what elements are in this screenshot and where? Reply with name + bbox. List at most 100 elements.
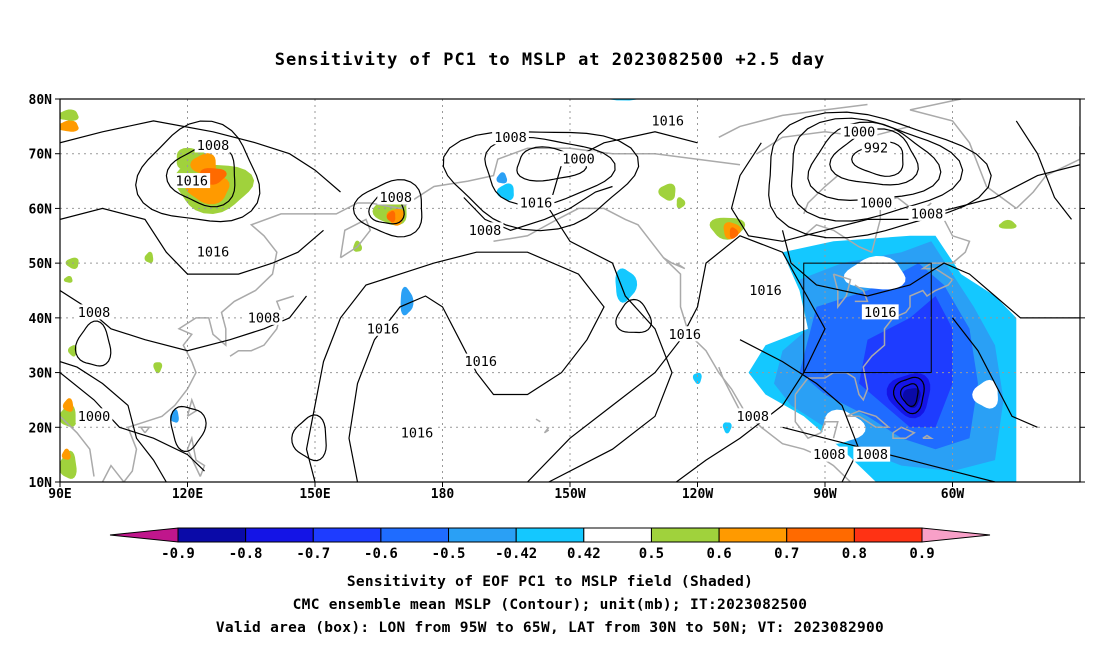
mslp-contour-closed	[790, 117, 964, 222]
mslp-contour-closed	[291, 414, 327, 462]
lon-label: 90W	[813, 487, 837, 502]
contour-label-bg	[75, 304, 113, 320]
contour-label: 1016	[367, 321, 400, 337]
sensitivity-shading	[60, 99, 1017, 482]
caption-line-2: CMC ensemble mean MSLP (Contour); unit(m…	[292, 597, 808, 613]
mslp-contour-closed	[851, 141, 904, 177]
shade-gap	[843, 256, 906, 290]
mslp-contour-closed	[170, 405, 207, 453]
lat-label: 70N	[29, 148, 53, 163]
coastline-segment	[909, 99, 1017, 210]
contour-label: 1000	[562, 152, 595, 168]
mslp-contour-closed	[807, 121, 942, 202]
shade-blob	[153, 362, 163, 374]
coastline-segment	[339, 218, 372, 259]
contour-label: 1016	[175, 174, 208, 190]
contour-label-bg	[853, 446, 891, 462]
colorbar-swatch	[380, 527, 450, 543]
contour-label: 1016	[520, 195, 553, 211]
shade-blob	[606, 99, 641, 101]
coastline-segment	[493, 207, 852, 482]
contour-label-bg	[560, 151, 597, 167]
mslp-contour	[60, 207, 324, 275]
contour-label: 1000	[860, 195, 893, 211]
shade-gap	[822, 409, 866, 444]
contour-label-bg	[492, 129, 529, 145]
shade-blob	[496, 172, 508, 184]
colorbar-label: 0.7	[774, 546, 799, 562]
contour-label: 1016	[401, 425, 434, 441]
colorbar-low-triangle	[109, 527, 179, 543]
contour-label-bg	[377, 189, 415, 205]
colorbar-swatch	[448, 527, 517, 543]
mslp-contour-closed	[442, 131, 640, 232]
colorbar-label: 0.5	[639, 546, 664, 562]
contour-label: 1016	[651, 113, 684, 129]
contour-label: 1008	[248, 310, 281, 326]
lat-label: 20N	[29, 421, 53, 436]
colorbar-label: -0.42	[495, 546, 537, 562]
coastline-segment	[922, 434, 934, 439]
shade-blob	[692, 372, 702, 384]
contour-label: 1016	[668, 327, 701, 343]
colorbar-swatch	[312, 527, 382, 543]
shade-blob	[62, 398, 74, 412]
contour-label-bg	[857, 194, 895, 210]
lat-label: 60N	[29, 202, 53, 217]
contour-label: 1008	[813, 447, 846, 463]
lat-label: 40N	[29, 312, 53, 327]
mslp-contour	[60, 361, 167, 482]
shade-blob	[68, 345, 77, 357]
caption-line-1: Sensitivity of EOF PC1 to MSLP field (Sh…	[346, 574, 754, 590]
contour-label: 1016	[464, 354, 497, 370]
contour-label: 1008	[379, 190, 412, 206]
mslp-contour	[60, 120, 341, 193]
shade-blob	[658, 183, 676, 201]
mslp-contour	[952, 317, 1038, 428]
contour-label-bg	[462, 353, 500, 369]
contour-label: 1016	[197, 245, 230, 261]
colorbar-label: -0.6	[364, 546, 398, 562]
mslp-contour-closed	[829, 128, 919, 186]
coastline-segment	[60, 415, 95, 477]
mslp-contour	[305, 251, 605, 482]
contour-label-bg	[908, 205, 946, 221]
mslp-contour-closed	[484, 136, 616, 207]
contour-label: 1000	[843, 124, 876, 140]
colorbar-label: 0.8	[842, 546, 867, 562]
coastline-segment	[794, 207, 971, 402]
mslp-contour	[730, 142, 1080, 242]
coastline-segment	[101, 147, 741, 482]
shade-gap	[972, 379, 998, 409]
lon-label: 120E	[172, 487, 203, 502]
colorbar: -0.9 -0.8 -0.7 -0.6 -0.5 -0.42 0.42 0.5 0.6 0.7 0.…	[109, 527, 991, 562]
coastline-segment	[756, 125, 911, 155]
contour-label-bg	[398, 424, 436, 440]
contour-label-bg	[75, 408, 113, 424]
coastline-segment	[186, 435, 206, 477]
gridlines	[60, 99, 1080, 482]
contour-label: 1008	[911, 206, 944, 222]
colorbar-swatch	[718, 527, 788, 543]
contour-label: 1016	[749, 283, 782, 299]
lon-label: 180	[431, 487, 455, 502]
lat-label: 10N	[29, 476, 53, 491]
shade-blob	[63, 276, 73, 283]
mslp-contour-closed	[892, 376, 925, 415]
colorbar-swatch	[245, 527, 314, 543]
colorbar-swatch	[786, 527, 855, 543]
contour-label-bg	[861, 140, 891, 156]
valid-area-box	[803, 262, 932, 374]
contour-label-bg	[466, 222, 504, 238]
coastline-segment	[543, 426, 550, 434]
colorbar-swatch	[177, 527, 247, 543]
coastline-segment	[803, 196, 932, 254]
shade-blob	[60, 120, 79, 132]
coastline-segment	[535, 418, 541, 423]
contour-label-bg	[747, 282, 784, 298]
contour-label: 1000	[78, 409, 111, 425]
lon-label: 150W	[554, 487, 585, 502]
lat-label: 50N	[29, 257, 53, 272]
colorbar-label: -0.7	[296, 546, 330, 562]
